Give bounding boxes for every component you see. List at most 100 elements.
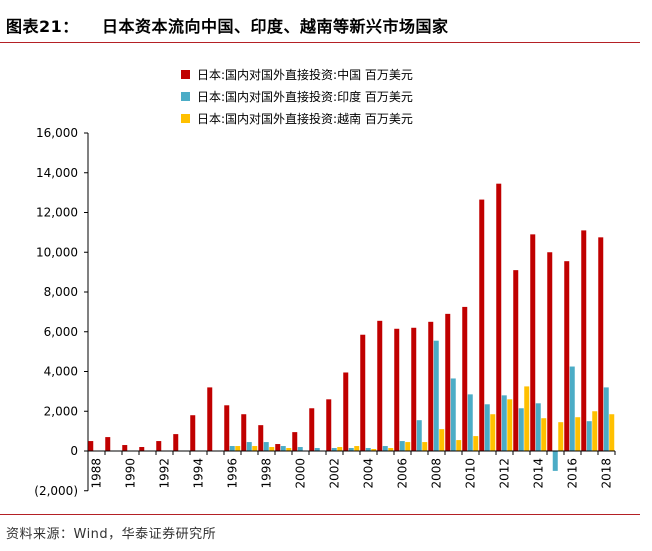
x-tick-label: 2014 (532, 458, 546, 489)
bar-china (258, 425, 264, 451)
x-tick-label: 2016 (566, 458, 580, 489)
y-tick-label: 2,000 (44, 404, 78, 418)
bar-india (552, 451, 558, 471)
bar-china (275, 444, 281, 451)
figure-label: 图表21： (6, 17, 79, 36)
bar-vietnam (609, 414, 615, 451)
bar-vietnam (439, 429, 445, 451)
bar-india (297, 447, 303, 451)
x-tick-label: 1988 (90, 458, 104, 489)
y-tick-label: 0 (70, 444, 78, 458)
bar-vietnam (473, 436, 479, 451)
figure-title: 日本资本流向中国、印度、越南等新兴市场国家 (102, 17, 449, 36)
figure-header: 图表21： 日本资本流向中国、印度、越南等新兴市场国家 (0, 0, 652, 44)
bar-india (246, 442, 252, 451)
x-axis: 1988 1990 1992 1994 1996 1998 2000 2002 2004 2006… (87, 450, 616, 489)
bar-india (331, 448, 337, 451)
x-tick-label: 2002 (328, 458, 342, 489)
bar-china (156, 441, 162, 451)
bar-vietnam (456, 440, 462, 451)
bar-india (280, 446, 286, 451)
legend-swatch (181, 114, 190, 123)
y-axis: (2,000) 0 2,000 4,000 6,000 8,000 10,000 12,000… (34, 126, 89, 498)
bar-vietnam (592, 411, 598, 451)
bar-china (309, 408, 315, 451)
legend-label: 日本:国内对国外直接投资:印度 百万美元 (197, 89, 413, 104)
bar-china (445, 313, 451, 451)
bar-china (530, 234, 536, 451)
bar-vietnam (371, 449, 377, 451)
bar-china (173, 434, 179, 451)
x-tick-label: 1996 (226, 458, 240, 489)
y-tick-label: 8,000 (44, 285, 78, 299)
source-note: 资料来源：Wind，华泰证券研究所 (6, 527, 217, 542)
bar-vietnam (405, 442, 411, 451)
bar-vietnam (541, 418, 547, 451)
x-tick-label: 2008 (430, 458, 444, 489)
bar-india (518, 408, 524, 451)
x-tick-label: 2012 (498, 458, 512, 489)
bar-china (479, 199, 485, 451)
bar-india (382, 446, 388, 451)
bar-vietnam (507, 399, 513, 451)
bar-china (207, 387, 213, 451)
bar-china (462, 306, 468, 451)
bar-china (564, 261, 570, 451)
bar-china (139, 447, 145, 451)
y-tick-label: (2,000) (34, 484, 78, 498)
bar-india (450, 378, 456, 451)
bar-india (433, 340, 439, 451)
bar-china (105, 437, 111, 451)
bar-india (569, 366, 575, 451)
y-tick-label: 12,000 (36, 206, 78, 220)
x-tick-label: 2004 (362, 458, 376, 489)
bar-china (598, 237, 604, 451)
bar-china (411, 327, 417, 451)
x-tick-label: 2000 (294, 458, 308, 489)
x-tick-label: 2018 (600, 458, 614, 489)
bar-china (394, 328, 400, 451)
y-tick-label: 6,000 (44, 325, 78, 339)
bar-china (513, 270, 519, 451)
bar-india (467, 394, 473, 451)
chart-bars (88, 183, 615, 471)
bar-china (581, 230, 587, 451)
bar-china (547, 252, 553, 451)
bar-china (326, 399, 332, 451)
bar-china (377, 320, 383, 451)
y-tick-label: 16,000 (36, 126, 78, 140)
bar-china (292, 432, 298, 451)
x-tick-label: 2006 (396, 458, 410, 489)
bar-vietnam (354, 446, 360, 451)
x-tick-label: 2010 (464, 458, 478, 489)
bar-vietnam (235, 446, 241, 451)
bar-china (496, 183, 502, 451)
y-tick-label: 14,000 (36, 166, 78, 180)
bar-india (314, 448, 320, 451)
legend-label: 日本:国内对国外直接投资:中国 百万美元 (197, 67, 413, 82)
bar-vietnam (269, 447, 275, 451)
bar-china (224, 405, 230, 451)
bar-vietnam (388, 448, 394, 451)
bar-india (365, 448, 371, 451)
y-tick-label: 10,000 (36, 245, 78, 259)
legend-swatch (181, 92, 190, 101)
bar-china (360, 334, 366, 451)
bar-china (343, 372, 349, 451)
bar-india (484, 404, 490, 451)
bar-vietnam (558, 422, 564, 451)
bar-india (399, 441, 405, 451)
bar-india (603, 387, 609, 451)
x-tick-label: 1990 (124, 458, 138, 489)
y-tick-label: 4,000 (44, 365, 78, 379)
bar-china (88, 441, 94, 451)
bar-india (501, 395, 507, 451)
legend-swatch (181, 70, 190, 79)
bar-india (416, 420, 422, 451)
bar-vietnam (524, 386, 530, 451)
bar-india (263, 442, 269, 451)
x-tick-label: 1998 (260, 458, 274, 489)
bar-china (190, 415, 196, 451)
